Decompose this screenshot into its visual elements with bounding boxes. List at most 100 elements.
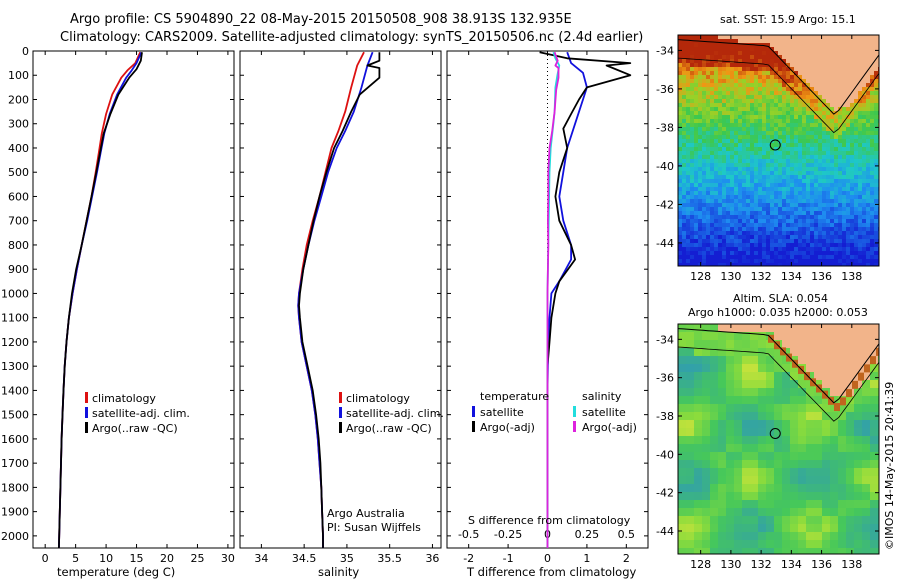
map-cell	[822, 452, 830, 460]
map-cell	[786, 63, 790, 67]
map-cell	[842, 231, 846, 235]
map-cell	[766, 191, 770, 195]
map-cell	[758, 211, 762, 215]
map-cell	[706, 111, 710, 115]
map-cell	[806, 151, 810, 155]
map-cell	[774, 452, 782, 460]
map-cell	[718, 340, 726, 348]
map-cell	[682, 143, 686, 147]
map-cell	[846, 91, 850, 95]
map-cell	[750, 332, 758, 340]
map-cell	[838, 332, 846, 340]
map-cell	[766, 412, 774, 420]
map-cell	[846, 147, 850, 151]
series-line-argo-raw-qc	[58, 52, 143, 549]
map-cell	[698, 131, 702, 135]
map-cell	[854, 259, 858, 263]
map-cell	[846, 436, 854, 444]
map-cell	[710, 372, 718, 380]
map-cell	[738, 167, 742, 171]
map-cell	[810, 163, 814, 167]
map-cell	[858, 83, 862, 87]
map-cell	[766, 43, 770, 47]
map-cell	[866, 195, 870, 199]
map-cell	[810, 35, 814, 39]
map-cell	[850, 143, 854, 147]
map-cell	[870, 131, 874, 135]
map-cell	[786, 71, 790, 75]
map-cell	[706, 91, 710, 95]
map-cell	[790, 47, 794, 51]
map-cell	[806, 127, 810, 131]
map-cell	[686, 95, 690, 99]
map-cell	[742, 524, 750, 532]
map-cell	[750, 51, 754, 55]
map-cell	[726, 255, 730, 259]
map-cell	[802, 51, 806, 55]
map-cell	[722, 119, 726, 123]
map-cell	[682, 223, 686, 227]
map-cell	[742, 59, 746, 63]
map-cell	[686, 524, 694, 532]
map-cell	[726, 147, 730, 151]
map-cell	[830, 227, 834, 231]
map-cell	[774, 324, 782, 332]
map-cell	[838, 263, 842, 266]
legend-swatch-temp-argo	[472, 421, 475, 432]
map-cell	[686, 79, 690, 83]
map-cell	[766, 380, 774, 388]
map-cell	[686, 548, 694, 554]
map-cell	[762, 167, 766, 171]
map-cell	[862, 235, 866, 239]
map-cell	[730, 103, 734, 107]
map-cell	[734, 123, 738, 127]
map-cell	[838, 235, 842, 239]
map-cell	[874, 239, 878, 243]
map-cell	[818, 75, 822, 79]
map-cell	[710, 231, 714, 235]
map-cell	[802, 159, 806, 163]
map-cell	[870, 123, 874, 127]
map-cell	[866, 235, 870, 239]
map-cell	[694, 255, 698, 259]
map-cell	[706, 239, 710, 243]
map-cell	[822, 203, 826, 207]
map-cell	[838, 259, 842, 263]
map-cell	[858, 147, 862, 151]
map-cell	[742, 380, 750, 388]
map-cell	[866, 239, 870, 243]
map-cell	[830, 47, 834, 51]
map-cell	[734, 87, 738, 91]
map-cell	[686, 356, 694, 364]
map-cell	[710, 324, 718, 332]
map-cell	[854, 524, 862, 532]
map-cell	[770, 255, 774, 259]
map-cell	[698, 67, 702, 71]
map-cell	[762, 191, 766, 195]
map-cell	[866, 123, 870, 127]
map-cell	[850, 167, 854, 171]
map-cell	[694, 91, 698, 95]
map-cell	[826, 63, 830, 67]
map-cell	[710, 540, 718, 548]
map-cell	[702, 364, 710, 372]
map-cell	[682, 159, 686, 163]
map-cell	[814, 95, 818, 99]
map-cell	[770, 171, 774, 175]
map-cell	[866, 99, 870, 103]
map-cell	[686, 239, 690, 243]
map-cell	[870, 532, 878, 540]
map-cell	[718, 75, 722, 79]
map-cell	[690, 159, 694, 163]
map-cell	[870, 516, 878, 524]
map-cell	[778, 255, 782, 259]
map-cell	[734, 75, 738, 79]
map-cell	[862, 119, 866, 123]
map-cell	[718, 111, 722, 115]
map-cell	[790, 155, 794, 159]
map-cell	[722, 103, 726, 107]
map-cell	[754, 91, 758, 95]
map-cell	[710, 199, 714, 203]
map-cell	[750, 251, 754, 255]
map-cell	[730, 167, 734, 171]
